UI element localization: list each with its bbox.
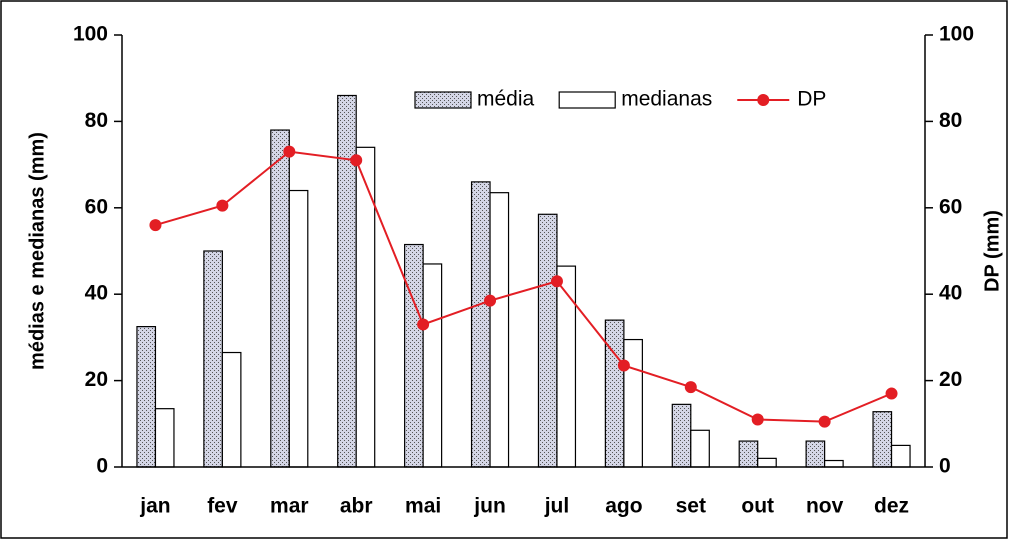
bar: [355, 146, 376, 468]
bar: [288, 189, 309, 468]
x-tick-label: nov: [806, 495, 844, 518]
bar: [154, 408, 175, 468]
marker: [484, 294, 497, 307]
marker: [350, 154, 363, 167]
x-tick-label: dez: [874, 495, 909, 518]
bar: [136, 326, 157, 468]
x-tick-label: jan: [139, 495, 170, 518]
y-tick-label: 60: [85, 195, 108, 218]
bar: [203, 250, 223, 468]
y-tick-label: 0: [96, 455, 108, 478]
legend-label: medianas: [621, 88, 712, 111]
bar: [404, 243, 424, 468]
y2-tick-label: 60: [939, 195, 962, 218]
legend-marker: [757, 94, 770, 106]
marker: [684, 381, 697, 394]
x-tick-label: fev: [207, 495, 238, 518]
marker: [417, 318, 430, 331]
marker: [216, 199, 229, 212]
bar: [890, 444, 911, 468]
bar: [757, 457, 777, 468]
bar: [489, 192, 510, 468]
x-tick-label: mar: [270, 495, 309, 518]
bar: [738, 440, 759, 468]
y-axis-title: médias e medianas (mm): [26, 132, 48, 370]
bar: [671, 403, 692, 468]
marker: [149, 219, 162, 232]
bar: [221, 351, 242, 468]
bar: [337, 94, 357, 468]
y-tick-label: 80: [85, 109, 108, 132]
x-tick-label: abr: [340, 495, 373, 518]
bar: [690, 429, 710, 468]
y2-tick-label: 20: [939, 368, 962, 391]
y2-axis-title: DP (mm): [981, 210, 1003, 292]
y2-tick-label: 0: [939, 455, 951, 478]
legend-swatch: [414, 91, 472, 109]
legend-label: média: [477, 88, 535, 111]
x-tick-label: jul: [544, 495, 570, 518]
legend-label: DP: [797, 88, 826, 111]
marker: [751, 413, 764, 426]
bar: [422, 263, 443, 468]
bar: [872, 411, 893, 468]
legend-swatch: [558, 91, 616, 109]
bar: [623, 338, 643, 468]
x-tick-label: ago: [605, 495, 642, 518]
x-tick-label: jun: [473, 495, 506, 518]
marker: [818, 415, 831, 428]
bar: [537, 213, 558, 468]
line: [155, 150, 892, 423]
y-tick-label: 100: [73, 23, 108, 46]
bar: [470, 181, 491, 468]
y-tick-label: 40: [85, 282, 108, 305]
x-tick-label: out: [741, 495, 774, 518]
marker: [617, 359, 630, 372]
y-tick-label: 20: [85, 368, 108, 391]
x-tick-label: set: [676, 495, 706, 518]
bar: [270, 129, 290, 468]
bar: [805, 440, 826, 468]
marker: [885, 387, 898, 400]
bar: [824, 459, 844, 468]
y2-tick-label: 80: [939, 109, 962, 132]
y2-tick-label: 40: [939, 282, 962, 305]
marker: [283, 145, 296, 158]
bar: [556, 265, 577, 468]
marker: [550, 275, 563, 288]
y2-tick-label: 100: [939, 23, 974, 46]
x-tick-label: mai: [405, 495, 441, 518]
bar: [604, 319, 625, 468]
